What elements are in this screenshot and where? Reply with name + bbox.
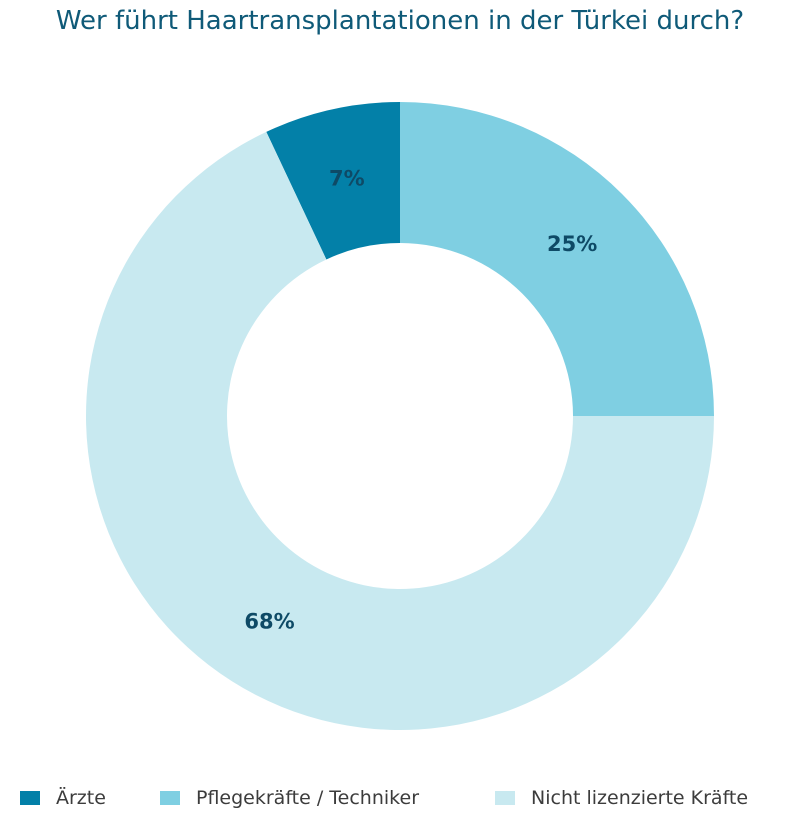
legend: Ärzte Pflegekräfte / Techniker Nicht liz…: [0, 783, 800, 813]
legend-swatch-aerzte: [20, 791, 40, 805]
legend-item-pflegekraefte[interactable]: Pflegekräfte / Techniker: [160, 783, 419, 813]
donut-labels: 7% 25% 68%: [244, 166, 597, 633]
legend-label-pflegekraefte: Pflegekräfte / Techniker: [196, 787, 419, 809]
slice-aerzte[interactable]: [266, 102, 400, 260]
donut-slices: [86, 102, 714, 731]
legend-item-aerzte[interactable]: Ärzte: [20, 783, 106, 813]
slice-label-pflegekraefte: 25%: [547, 232, 597, 256]
donut-chart: 7% 25% 68%: [86, 102, 714, 731]
legend-item-nicht-lizenziert[interactable]: Nicht lizenzierte Kräfte: [495, 783, 748, 813]
slice-nicht-lizenziert[interactable]: [86, 131, 714, 731]
legend-swatch-pflegekraefte: [160, 791, 180, 805]
chart-title: Wer führt Haartransplantationen in der T…: [55, 6, 745, 36]
legend-label-aerzte: Ärzte: [56, 787, 106, 809]
slice-label-aerzte: 7%: [329, 166, 365, 190]
slice-pflegekraefte[interactable]: [400, 102, 714, 416]
legend-label-nicht-lizenziert: Nicht lizenzierte Kräfte: [531, 787, 749, 809]
legend-swatch-nicht-lizenziert: [495, 791, 515, 805]
slice-label-nicht-lizenziert: 68%: [244, 610, 294, 634]
